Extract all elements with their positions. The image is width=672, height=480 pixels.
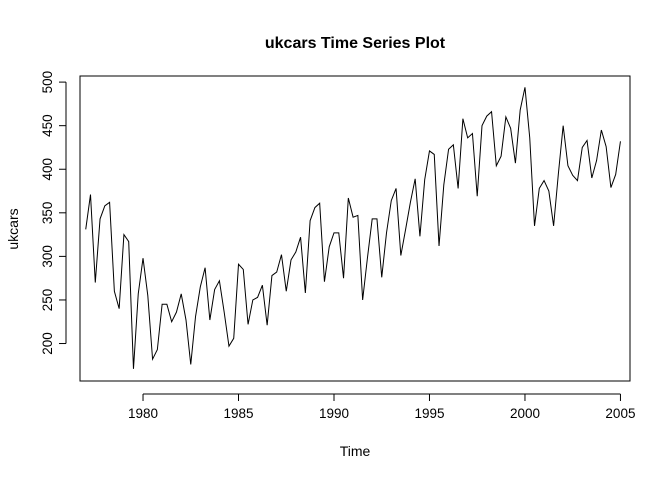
y-tick-label: 300 bbox=[40, 245, 55, 268]
y-tick-label: 200 bbox=[40, 332, 55, 355]
x-tick-label: 1985 bbox=[223, 406, 253, 421]
y-tick-label: 350 bbox=[40, 202, 55, 225]
x-axis: 1980 1985 1990 1995 2000 2005 bbox=[128, 393, 635, 421]
y-tick-label: 250 bbox=[40, 289, 55, 312]
x-tick-label: 2000 bbox=[510, 406, 540, 421]
x-tick-label: 1990 bbox=[319, 406, 349, 421]
series-line-ukcars bbox=[85, 87, 621, 369]
x-axis-label: Time bbox=[340, 443, 371, 459]
y-tick-label: 450 bbox=[40, 114, 55, 137]
y-axis-label: ukcars bbox=[5, 208, 21, 249]
x-tick-label: 1995 bbox=[414, 406, 444, 421]
x-tick-label: 1980 bbox=[128, 406, 158, 421]
plot-frame bbox=[79, 75, 631, 382]
y-tick-label: 500 bbox=[40, 71, 55, 94]
x-tick-label: 2005 bbox=[605, 406, 635, 421]
y-axis: 200 250 300 350 400 450 500 bbox=[40, 71, 67, 355]
y-tick-label: 400 bbox=[40, 158, 55, 181]
chart-title: ukcars Time Series Plot bbox=[265, 35, 446, 52]
